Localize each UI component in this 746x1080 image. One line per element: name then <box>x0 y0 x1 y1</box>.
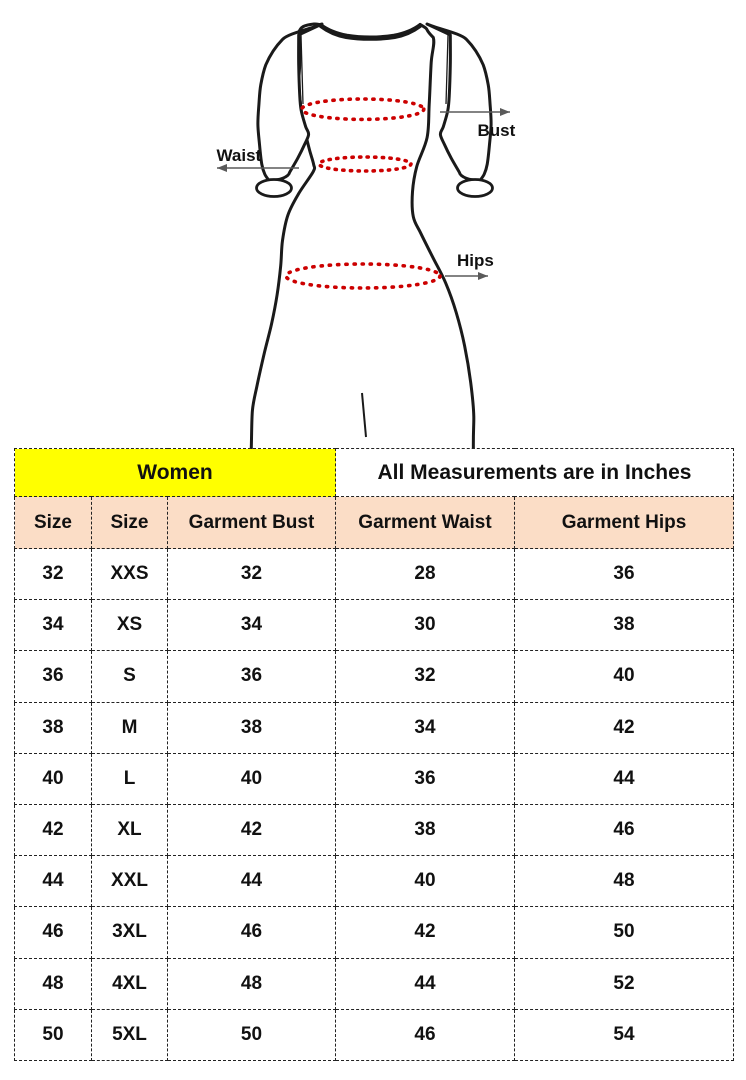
svg-text:Bust: Bust <box>478 121 516 140</box>
svg-text:Hips: Hips <box>457 251 494 270</box>
svg-text:Waist: Waist <box>217 146 262 165</box>
